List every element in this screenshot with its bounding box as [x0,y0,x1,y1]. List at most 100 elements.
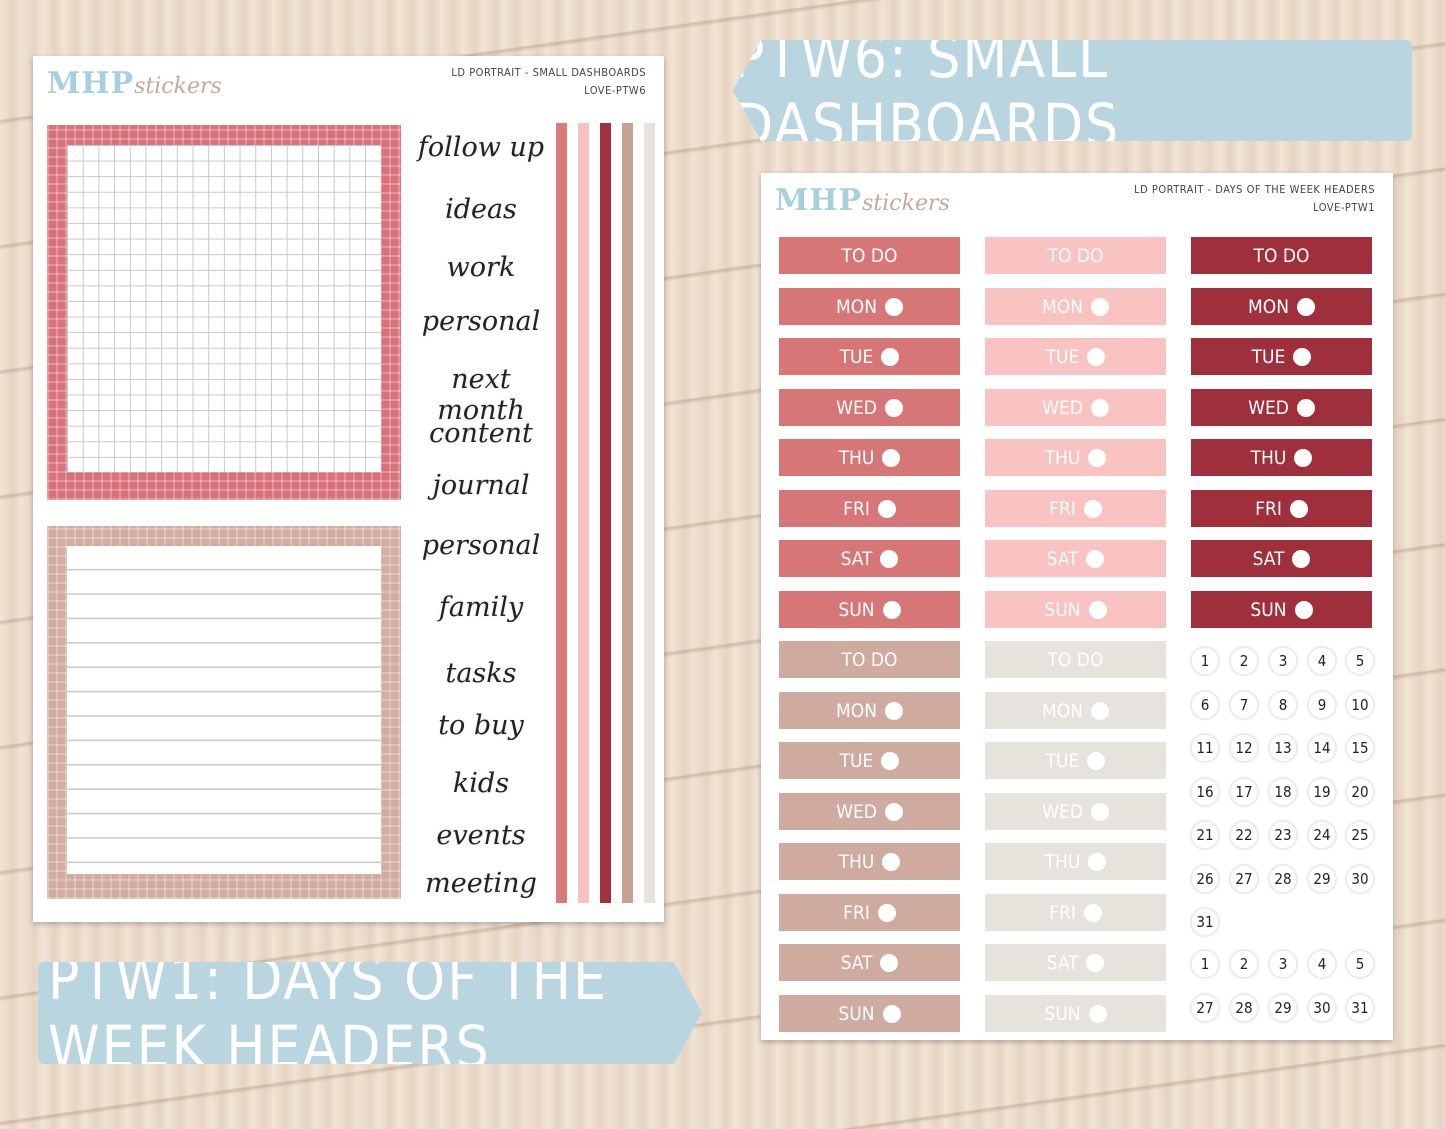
date-number-sticker: 28 [1230,994,1258,1022]
day-header-label: TUE [839,749,874,772]
word-sticker: kids [452,768,510,799]
circle-dot-icon [1088,852,1107,871]
day-header-fri: FRI [985,894,1166,931]
word-sticker: meeting [425,868,537,899]
circle-dot-icon [1087,347,1106,366]
day-header-wed: WED [985,793,1166,830]
circle-dot-icon [882,600,901,619]
day-header-label: FRI [1255,497,1282,520]
date-number-sticker: 16 [1191,777,1219,806]
day-header-label: TO DO [841,648,898,671]
circle-dot-icon [1088,448,1107,467]
date-number-sticker: 30 [1308,994,1336,1022]
day-header-label: SUN [838,598,875,621]
day-header-mon: MON [985,288,1166,325]
circle-dot-icon [882,448,901,467]
circle-dot-icon [882,1004,901,1023]
day-header-sun: SUN [985,995,1166,1032]
date-number-sticker: 28 [1269,864,1297,893]
date-number-sticker: 10 [1346,690,1374,719]
day-header-label: THU [1250,446,1287,469]
day-header-fri: FRI [1191,490,1372,527]
day-header-label: TO DO [1047,648,1104,671]
washi-stripe [622,123,633,903]
date-number-sticker: 15 [1346,734,1374,762]
circle-dot-icon [1083,499,1102,518]
day-header-to-do: TO DO [985,641,1166,678]
circle-dot-icon [1289,499,1308,518]
day-header-sun: SUN [779,995,960,1032]
day-header-tue: TUE [1191,338,1372,375]
day-header-tue: TUE [985,338,1166,375]
date-number-sticker: 3 [1269,950,1297,978]
washi-stripe [556,123,567,903]
date-number-sticker: 20 [1346,777,1374,806]
date-number-sticker: 4 [1308,950,1336,978]
word-sticker: personal [421,530,541,561]
day-header-sat: SAT [779,944,960,981]
date-number-sticker: 8 [1269,690,1297,719]
date-number-sticker: 25 [1346,821,1374,849]
circle-dot-icon [881,347,900,366]
date-number-sticker: 5 [1346,647,1374,675]
date-number-sticker: 2 [1230,950,1258,978]
word-sticker: ideas [445,194,517,225]
date-number-sticker: 17 [1230,777,1258,806]
circle-dot-icon [880,549,899,568]
date-number-sticker: 13 [1269,734,1297,762]
circle-dot-icon [1088,600,1107,619]
day-header-to-do: TO DO [779,641,960,678]
day-header-wed: WED [1191,389,1372,426]
circle-dot-icon [1296,398,1315,417]
day-header-mon: MON [779,288,960,325]
circle-dot-icon [885,701,903,720]
day-header-fri: FRI [985,490,1166,527]
logo-main-text: MHP [775,183,863,218]
day-header-label: TO DO [1047,244,1104,267]
day-header-label: FRI [843,497,870,520]
day-header-label: WED [1042,800,1083,823]
day-header-sun: SUN [1191,591,1372,628]
date-number-sticker: 14 [1308,734,1336,762]
day-header-tue: TUE [985,742,1166,779]
banner-small-dashboards: PTW6: SMALL DASHBOARDS [733,40,1412,141]
circle-dot-icon [877,903,896,922]
day-header-label: THU [838,446,875,469]
day-header-label: THU [1044,850,1081,873]
circle-dot-icon [1090,398,1109,417]
date-number-sticker: 4 [1308,647,1336,675]
sheet-title: LD PORTRAIT - DAYS OF THE WEEK HEADERS [1134,183,1375,196]
logo-main-text: MHP [47,66,135,101]
day-header-label: SUN [1250,598,1287,621]
circle-dot-icon [880,953,899,972]
word-sticker: events [436,820,526,851]
day-header-label: TUE [839,345,874,368]
day-header-label: WED [1248,396,1289,419]
day-header-thu: THU [1191,439,1372,476]
day-header-label: TUE [1251,345,1286,368]
day-header-sat: SAT [779,540,960,577]
day-header-label: TUE [1045,749,1080,772]
date-number-sticker: 27 [1230,864,1258,893]
date-number-sticker: 5 [1346,950,1374,978]
day-header-to-do: TO DO [985,237,1166,274]
sticker-sheet-small-dashboards: MHPstickers LD PORTRAIT - SMALL DASHBOAR… [33,56,664,922]
date-number-sticker: 2 [1230,647,1258,675]
date-number-sticker: 21 [1191,821,1219,849]
day-header-mon: MON [985,692,1166,729]
date-number-sticker: 1 [1191,950,1219,978]
lined-area [67,546,381,874]
circle-dot-icon [877,499,896,518]
word-sticker: work [446,252,516,283]
day-header-sat: SAT [985,540,1166,577]
banner-days-of-week-headers: PTW1: DAYS OF THE WEEK HEADERS [38,962,702,1064]
day-header-sat: SAT [985,944,1166,981]
word-sticker: to buy [438,710,524,741]
date-number-sticker: 19 [1308,777,1336,806]
day-header-wed: WED [779,389,960,426]
brand-logo: MHPstickers [47,66,222,101]
day-header-mon: MON [779,692,960,729]
day-header-label: THU [1044,446,1081,469]
sheet-title: LD PORTRAIT - SMALL DASHBOARDS [451,66,646,79]
circle-dot-icon [1090,802,1109,821]
